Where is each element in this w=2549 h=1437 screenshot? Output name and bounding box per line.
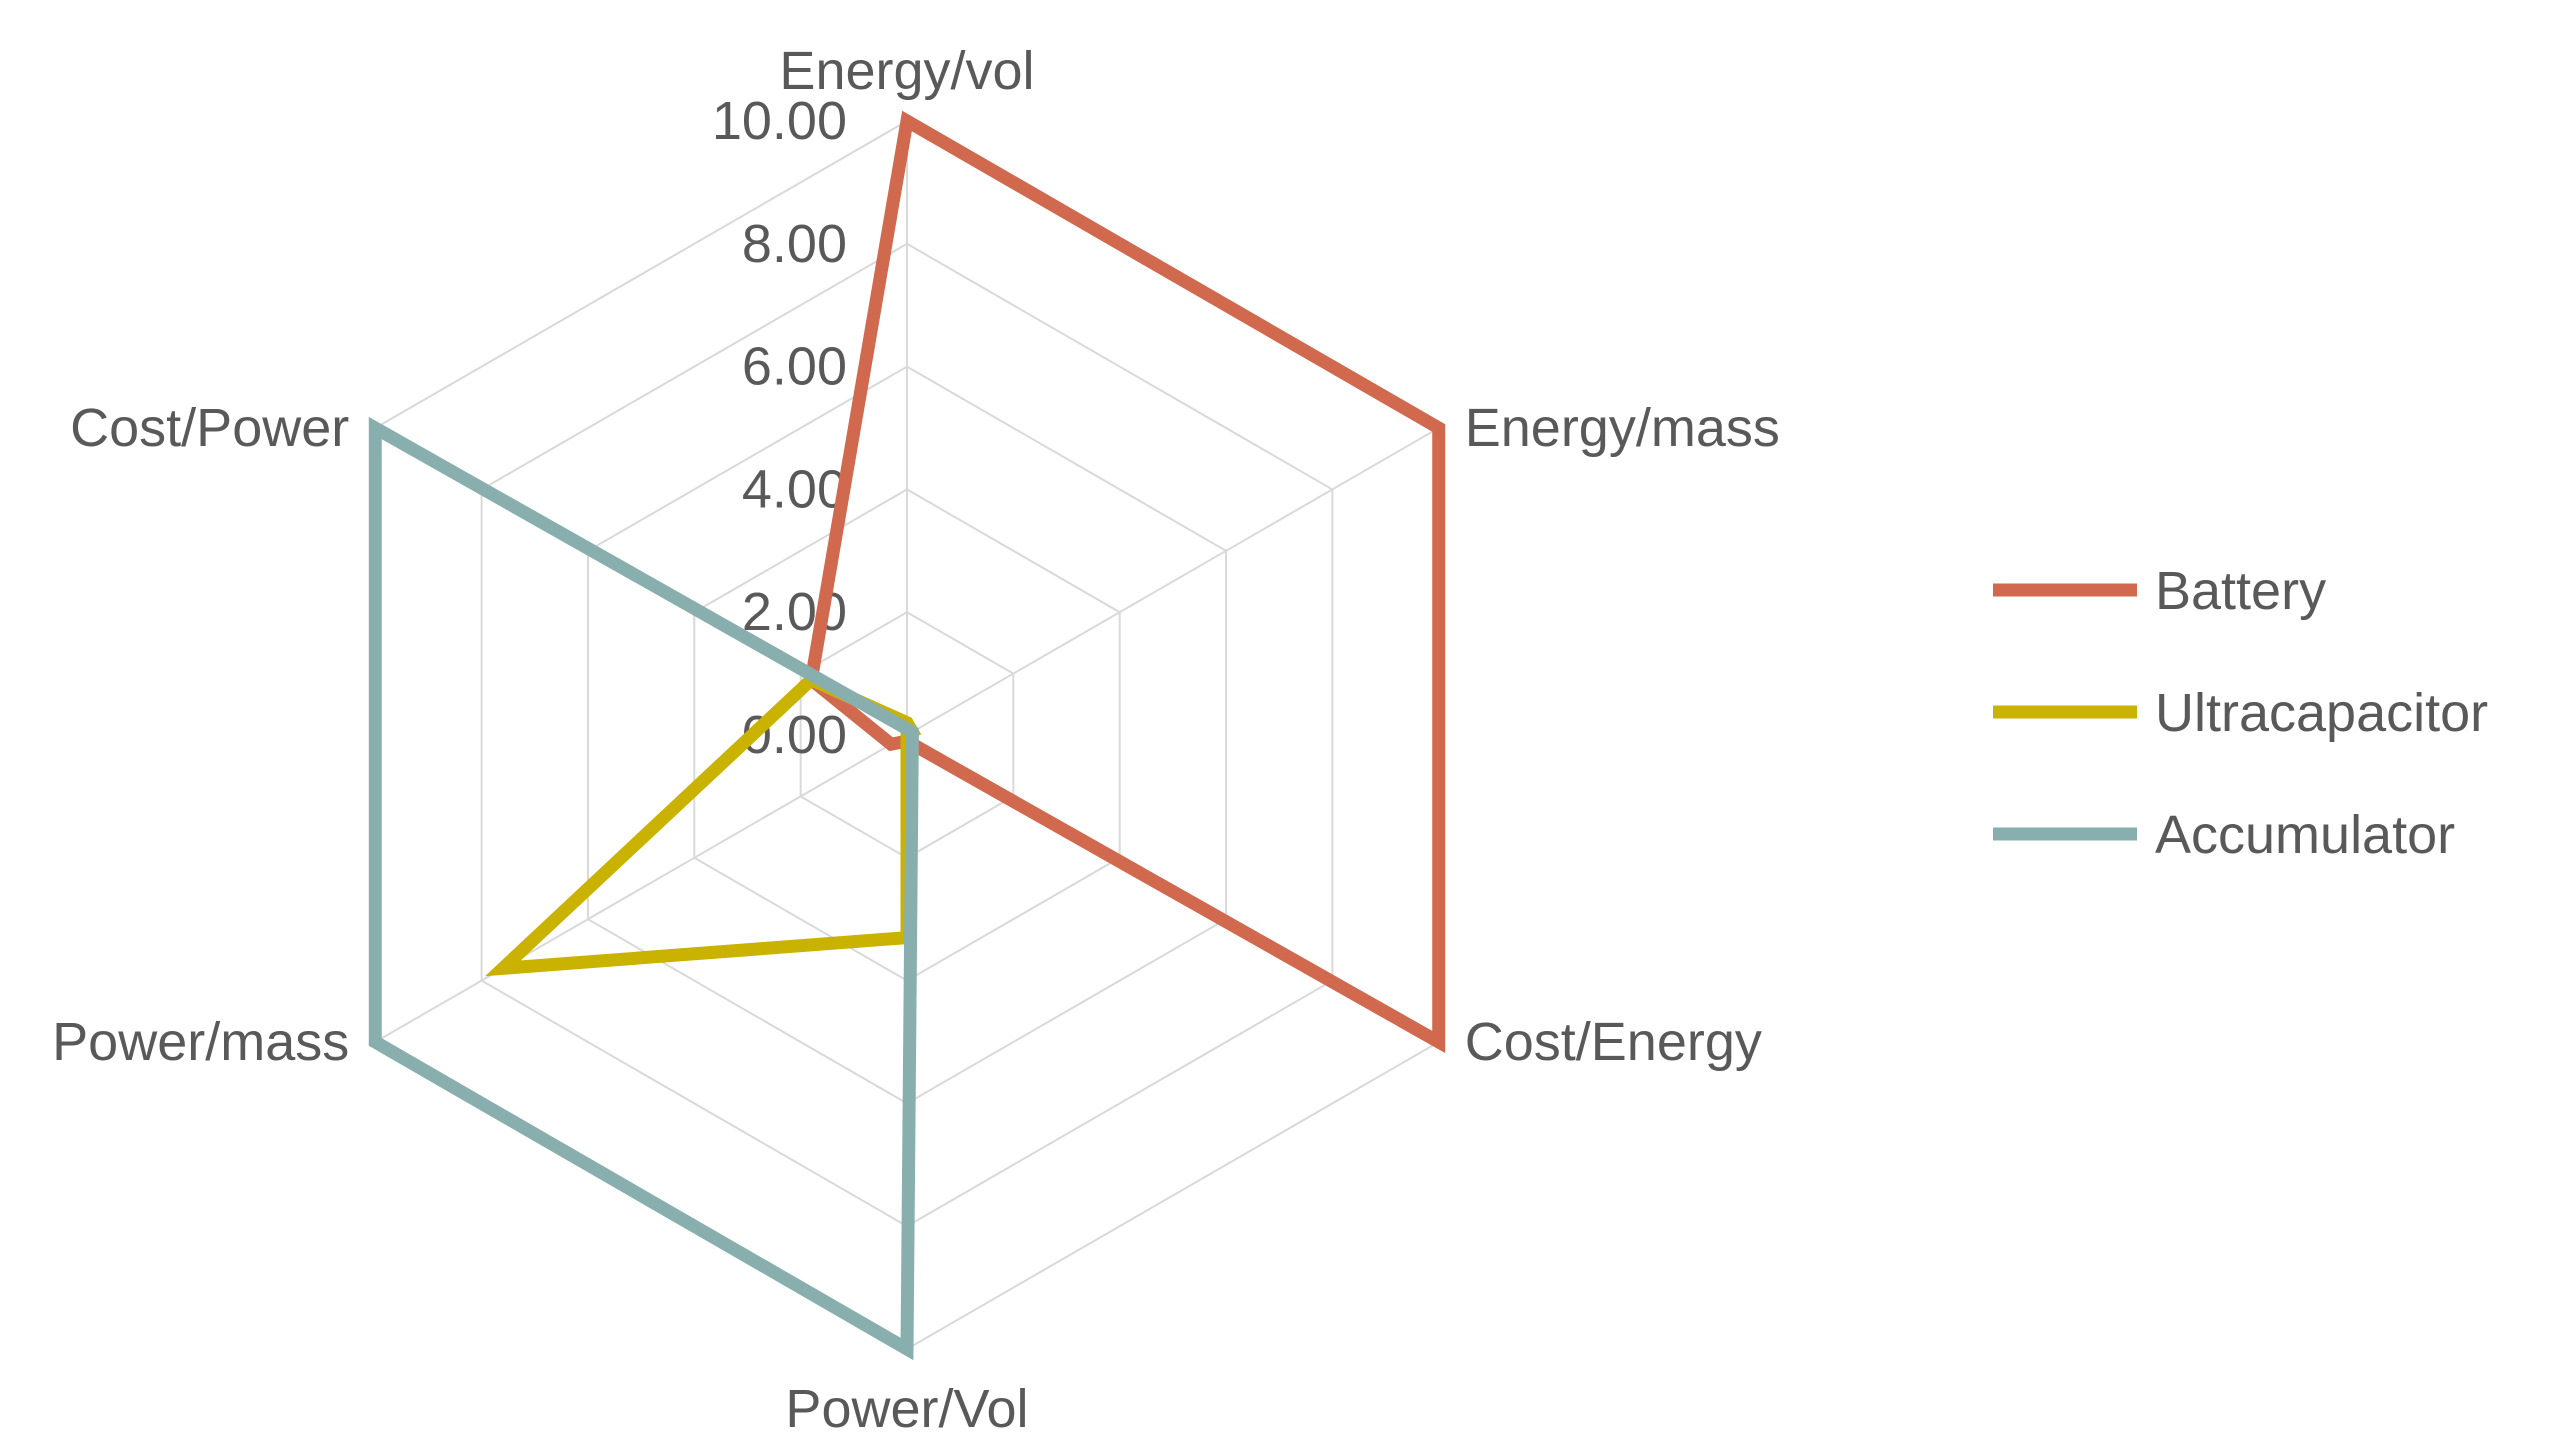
axis-label: Energy/vol bbox=[779, 41, 1034, 101]
tick-label: 8.00 bbox=[742, 214, 847, 274]
legend-label-accumulator: Accumulator bbox=[2155, 805, 2455, 865]
axis-label-layer: Energy/vol Energy/mass Cost/Energy Power/Vo… bbox=[52, 41, 1780, 1437]
series-line-ultracapacitor bbox=[484, 672, 922, 977]
series-layer bbox=[368, 110, 1446, 1361]
axis-label: Power/mass bbox=[52, 1012, 349, 1072]
legend-label-battery: Battery bbox=[2155, 561, 2326, 621]
legend-label-ultracapacitor: Ultracapacitor bbox=[2155, 683, 2488, 743]
legend: Battery Ultracapacitor Accumulator bbox=[1993, 561, 2488, 865]
tick-label: 6.00 bbox=[742, 337, 847, 397]
tick-label: 10.00 bbox=[712, 91, 847, 151]
axis-label: Power/Vol bbox=[785, 1379, 1028, 1432]
series-line-accumulator bbox=[368, 416, 919, 1361]
axis-label: Cost/Power bbox=[70, 398, 349, 458]
grid-spoke bbox=[374, 734, 908, 1043]
tick-label: 4.00 bbox=[742, 459, 847, 519]
grid-spoke bbox=[906, 427, 1440, 736]
axis-label: Cost/Energy bbox=[1465, 1012, 1762, 1072]
axis-label: Energy/mass bbox=[1465, 398, 1780, 458]
